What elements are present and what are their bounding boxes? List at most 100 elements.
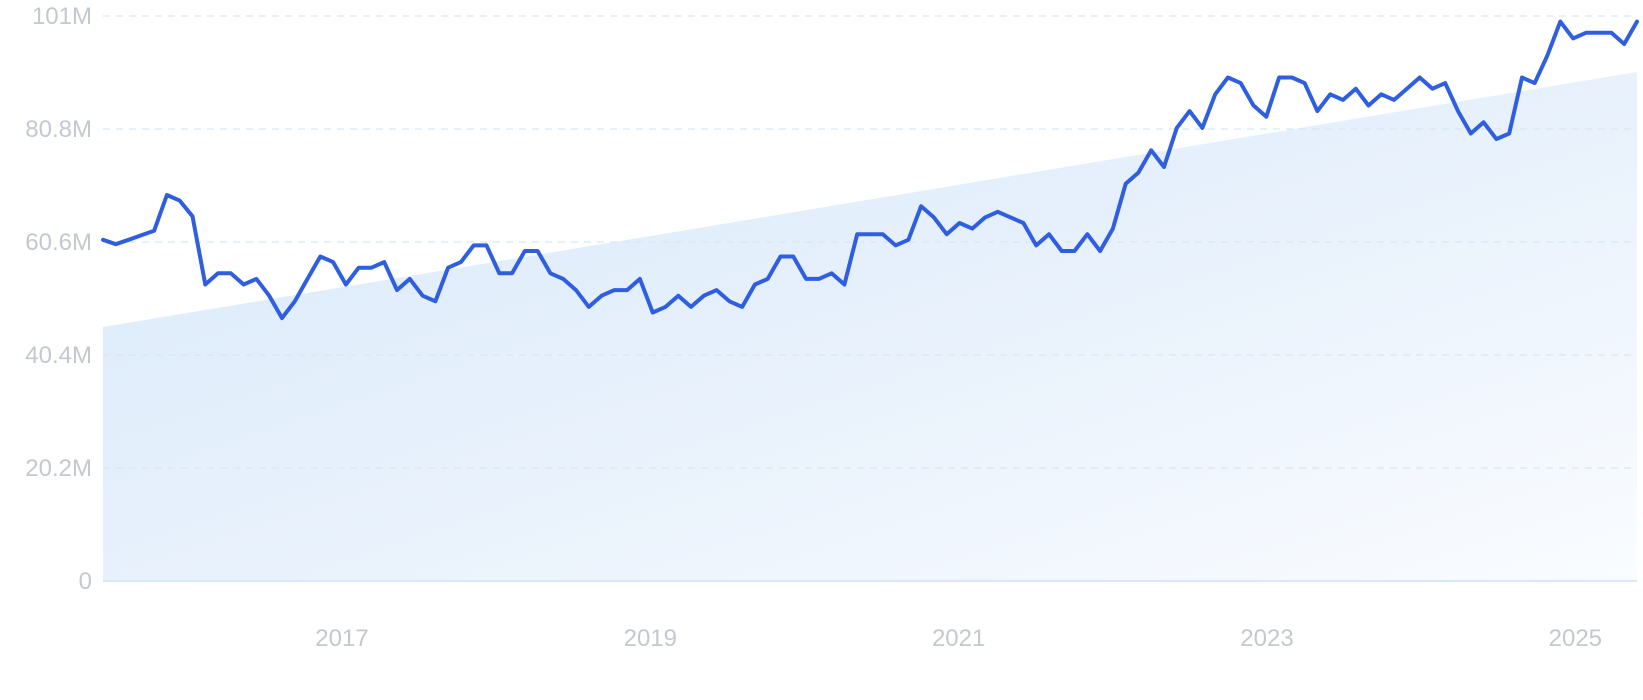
y-tick-label: 80.8M bbox=[25, 116, 92, 143]
data-point bbox=[1085, 232, 1089, 236]
data-point bbox=[1009, 215, 1013, 219]
y-tick-label: 60.6M bbox=[25, 229, 92, 256]
series-line bbox=[101, 19, 1639, 321]
data-point bbox=[791, 255, 795, 259]
data-point bbox=[433, 299, 437, 303]
data-point bbox=[561, 277, 565, 281]
data-point bbox=[1392, 98, 1396, 102]
data-point bbox=[664, 305, 668, 309]
y-tick-label: 0 bbox=[79, 568, 92, 595]
data-point bbox=[612, 288, 616, 292]
data-point bbox=[191, 214, 195, 218]
data-point bbox=[651, 311, 655, 315]
data-point bbox=[370, 266, 374, 270]
data-point bbox=[1188, 109, 1192, 113]
data-point bbox=[1073, 249, 1077, 253]
data-point bbox=[919, 204, 923, 208]
data-point bbox=[894, 243, 898, 247]
data-point bbox=[958, 221, 962, 225]
data-point bbox=[1558, 20, 1562, 24]
data-point bbox=[280, 316, 284, 320]
data-point bbox=[127, 238, 131, 242]
data-point bbox=[689, 305, 693, 309]
data-point bbox=[1571, 36, 1575, 40]
data-point bbox=[178, 199, 182, 203]
data-point bbox=[408, 277, 412, 281]
data-point bbox=[306, 277, 310, 281]
y-tick-label: 40.4M bbox=[25, 342, 92, 369]
data-point bbox=[983, 215, 987, 219]
data-point bbox=[753, 283, 757, 287]
data-point bbox=[1136, 171, 1140, 175]
data-point bbox=[1162, 165, 1166, 169]
data-point bbox=[779, 255, 783, 259]
data-point bbox=[216, 271, 220, 275]
x-tick-label: 2021 bbox=[932, 625, 985, 652]
y-tick-label: 20.2M bbox=[25, 455, 92, 482]
data-point bbox=[114, 242, 118, 246]
data-point bbox=[587, 305, 591, 309]
data-point bbox=[254, 277, 258, 281]
data-point bbox=[1124, 182, 1128, 186]
data-point bbox=[1226, 76, 1230, 80]
data-point bbox=[459, 260, 463, 264]
data-point bbox=[1379, 92, 1383, 96]
data-point bbox=[1584, 31, 1588, 35]
data-point bbox=[600, 294, 604, 298]
data-point bbox=[229, 271, 233, 275]
data-point bbox=[446, 266, 450, 270]
data-point bbox=[344, 283, 348, 287]
data-point bbox=[510, 271, 514, 275]
data-point bbox=[1520, 76, 1524, 80]
data-point bbox=[1405, 87, 1409, 91]
data-point bbox=[1341, 98, 1345, 102]
data-point bbox=[101, 238, 105, 242]
data-point bbox=[293, 299, 297, 303]
data-point bbox=[1328, 92, 1332, 96]
data-point bbox=[497, 271, 501, 275]
data-point bbox=[1034, 243, 1038, 247]
data-point bbox=[574, 288, 578, 292]
data-point bbox=[267, 294, 271, 298]
data-point bbox=[766, 277, 770, 281]
data-point bbox=[970, 227, 974, 231]
data-point bbox=[740, 305, 744, 309]
data-point bbox=[881, 232, 885, 236]
data-point bbox=[1507, 132, 1511, 136]
data-point bbox=[932, 215, 936, 219]
data-point bbox=[1546, 53, 1550, 57]
data-point bbox=[1175, 126, 1179, 130]
data-point bbox=[1431, 87, 1435, 91]
data-point bbox=[1098, 249, 1102, 253]
data-point bbox=[203, 283, 207, 287]
data-point bbox=[625, 288, 629, 292]
data-point bbox=[817, 277, 821, 281]
data-point bbox=[357, 266, 361, 270]
data-point bbox=[676, 294, 680, 298]
data-point bbox=[523, 249, 527, 253]
data-point bbox=[868, 232, 872, 236]
data-point bbox=[1367, 104, 1371, 108]
data-point bbox=[382, 260, 386, 264]
data-point bbox=[331, 260, 335, 264]
data-point bbox=[318, 255, 322, 259]
data-point bbox=[1277, 76, 1281, 80]
data-point bbox=[1111, 227, 1115, 231]
data-point bbox=[242, 283, 246, 287]
data-point bbox=[421, 294, 425, 298]
data-point bbox=[1047, 232, 1051, 236]
data-point bbox=[1533, 81, 1537, 85]
x-tick-label: 2017 bbox=[315, 625, 368, 652]
data-point bbox=[1418, 76, 1422, 80]
y-tick-label: 101M bbox=[32, 3, 92, 30]
data-point bbox=[906, 238, 910, 242]
data-point bbox=[830, 271, 834, 275]
data-point bbox=[548, 271, 552, 275]
data-point bbox=[855, 232, 859, 236]
data-point bbox=[1213, 92, 1217, 96]
data-point bbox=[1290, 76, 1294, 80]
data-point bbox=[1264, 115, 1268, 119]
data-point bbox=[165, 193, 169, 197]
